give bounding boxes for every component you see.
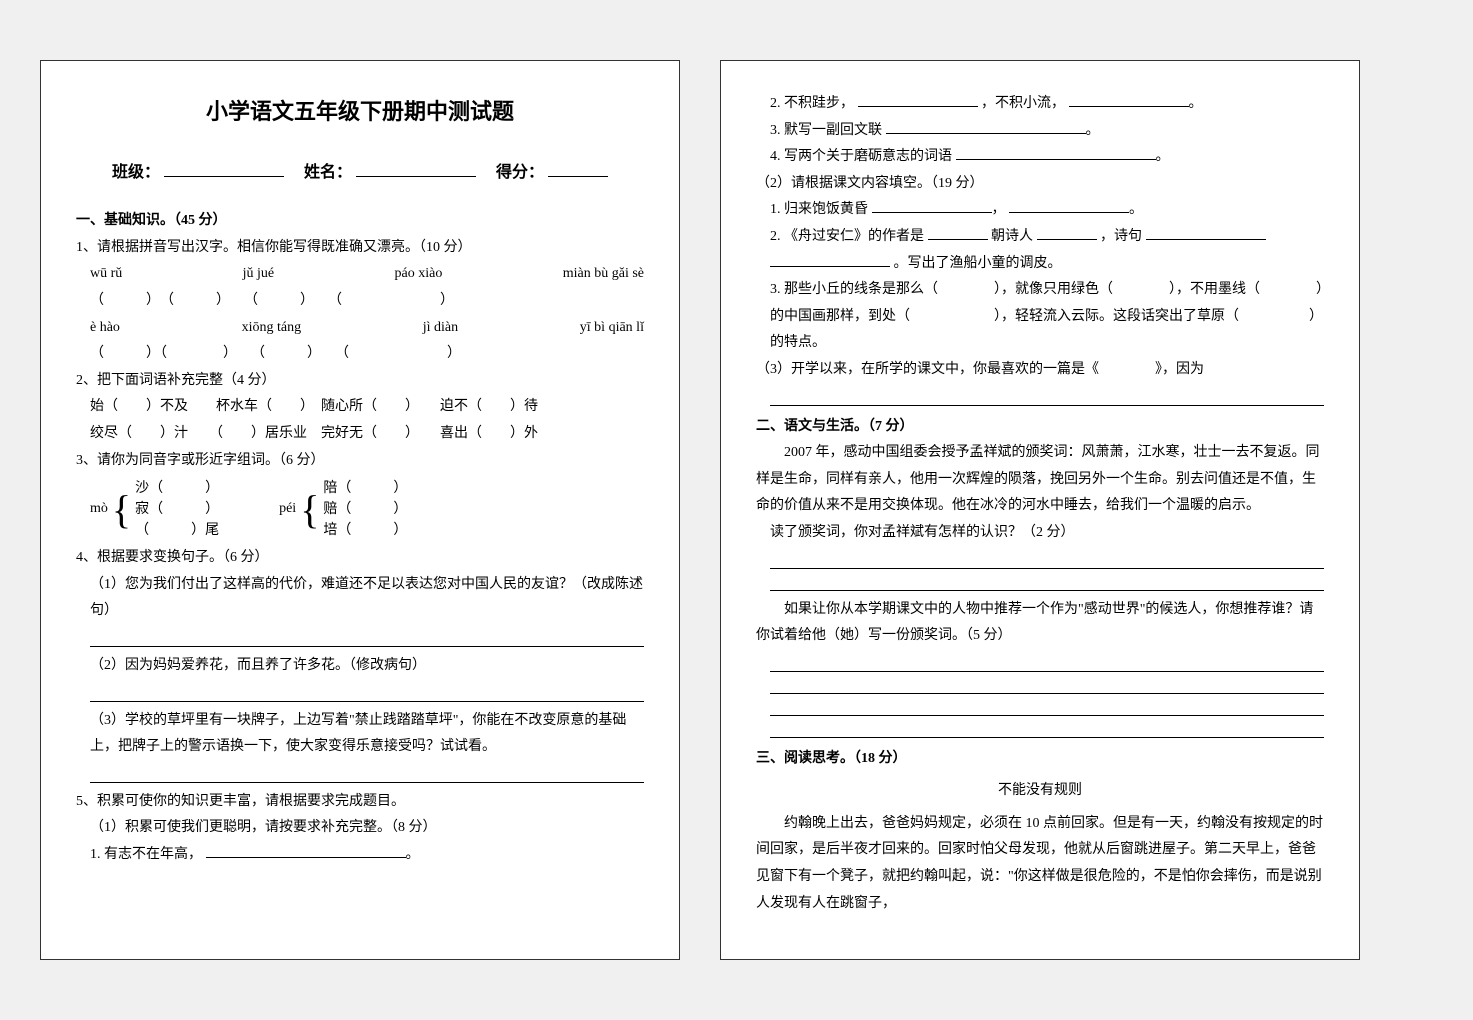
section1-head: 一、基础知识。（45 分）: [76, 208, 644, 235]
q3-left-prefix: mò: [90, 496, 108, 523]
section2-head: 二、语文与生活。（7 分）: [756, 414, 1324, 441]
q2-label: 2、把下面词语补充完整（4 分）: [76, 368, 644, 395]
q1-paren2: （ ）（ ） （ ） （ ）: [76, 341, 644, 368]
cont-item2: 2. 不积跬步， ，不积小流， 。: [756, 91, 1324, 118]
q4-item2: （2）因为妈妈爱养花，而且养了许多花。（修改病句）: [76, 653, 644, 680]
sub2-item1: 1. 归来饱饭黄昏 ， 。: [756, 197, 1324, 224]
brace-item: 沙（ ）: [135, 478, 219, 499]
text: 2. 不积跬步，: [770, 96, 854, 111]
answer-blank: [770, 390, 1324, 406]
cont-item3: 3. 默写一副回文联 。: [756, 118, 1324, 145]
class-blank: [164, 161, 284, 177]
answer-blank: [770, 656, 1324, 672]
text: 3. 默写一副回文联: [770, 123, 882, 138]
q1-row1: wū rǔ jǔ jué páo xiào miàn bù gǎi sè: [76, 261, 644, 288]
q4-item3: （3）学校的草坪里有一块牌子，上边写着"禁止践踏踏草坪"，你能在不改变原意的基础…: [76, 708, 644, 761]
score-blank: [548, 161, 608, 177]
text: 朝诗人: [991, 229, 1033, 244]
fill-blank: [956, 146, 1156, 160]
sub3: （3）开学以来，在所学的课文中，你最喜欢的一篇是《 》，因为: [756, 357, 1324, 384]
text: 2. 《舟过安仁》的作者是: [770, 229, 924, 244]
fill-blank: [206, 844, 406, 858]
sub2-item3: 3. 那些小丘的线条是那么（ ），就像只用绿色（ ），不用墨线（ ）的中国画那样…: [756, 277, 1324, 357]
answer-blank: [90, 686, 644, 702]
q3-groups: mò { 沙（ ） 寂（ ） （ ）尾 péi { 陪（ ） 赔（ ） 培（ ）: [76, 474, 644, 545]
text: 4. 写两个关于磨砺意志的词语: [770, 149, 952, 164]
answer-blank: [770, 722, 1324, 738]
fill-blank: [1009, 199, 1129, 213]
section2-q1: 读了颁奖词，你对孟祥斌有怎样的认识？（2 分）: [756, 520, 1324, 547]
section2-para: 2007 年，感动中国组委会授予孟祥斌的颁奖词：风萧萧，江水寒，壮士一去不复返。…: [756, 440, 1324, 520]
text: ，不积小流，: [981, 96, 1065, 111]
fill-blank: [1146, 226, 1266, 240]
q2-line1: 始（ ）不及 杯水车（ ） 随心所（ ） 迫不（ ）待: [76, 394, 644, 421]
q3-left-items: 沙（ ） 寂（ ） （ ）尾: [135, 478, 219, 541]
section3-para: 约翰晚上出去，爸爸妈妈规定，必须在 10 点前回家。但是有一天，约翰没有按规定的…: [756, 811, 1324, 917]
fill-blank: [1037, 226, 1097, 240]
header-fields: 班级： 姓名： 得分：: [76, 158, 644, 188]
q2-line2: 绞尽（ ）汁 （ ）居乐业 完好无（ ） 喜出（ ）外: [76, 421, 644, 448]
answer-blank: [90, 767, 644, 783]
q3-left: mò { 沙（ ） 寂（ ） （ ）尾: [90, 478, 219, 541]
section2-q2: 如果让你从本学期课文中的人物中推荐一个作为"感动世界"的候选人，你想推荐谁？请你…: [756, 597, 1324, 650]
pinyin: jǔ jué: [243, 261, 275, 288]
fill-blank: [886, 120, 1086, 134]
sub2-item2: 2. 《舟过安仁》的作者是 朝诗人 ，诗句 。写出了渔船小童的调皮。: [756, 224, 1324, 277]
fill-blank: [1069, 93, 1189, 107]
fill-blank: [770, 253, 890, 267]
class-label: 班级：: [112, 164, 160, 181]
q5-label: 5、积累可使你的知识更丰富，请根据要求完成题目。: [76, 789, 644, 816]
q3-right: péi { 陪（ ） 赔（ ） 培（ ）: [279, 478, 407, 541]
exam-title: 小学语文五年级下册期中测试题: [76, 91, 644, 133]
pinyin: yī bì qiān lǐ: [580, 315, 644, 342]
pinyin: è hào: [90, 315, 120, 342]
pinyin: xiōng táng: [242, 315, 302, 342]
pinyin: jì diàn: [423, 315, 458, 342]
answer-blank: [90, 631, 644, 647]
brace-item: 寂（ ）: [135, 499, 219, 520]
q3-right-items: 陪（ ） 赔（ ） 培（ ）: [323, 478, 407, 541]
brace-item: （ ）尾: [135, 520, 219, 541]
q1-paren1: （ ） （ ） （ ） （ ）: [76, 288, 644, 315]
q4-label: 4、根据要求变换句子。（6 分）: [76, 545, 644, 572]
name-label: 姓名：: [304, 164, 352, 181]
q1-label: 1、请根据拼音写出汉字。相信你能写得既准确又漂亮。（10 分）: [76, 235, 644, 262]
fill-blank: [858, 93, 978, 107]
q1-row2: è hào xiōng táng jì diàn yī bì qiān lǐ: [76, 315, 644, 342]
left-page: 小学语文五年级下册期中测试题 班级： 姓名： 得分： 一、基础知识。（45 分）…: [40, 60, 680, 960]
section3-head: 三、阅读思考。（18 分）: [756, 746, 1324, 773]
brace-item: 陪（ ）: [323, 478, 407, 499]
brace-icon: {: [300, 490, 319, 530]
sub2-label: （2）请根据课文内容填空。（19 分）: [756, 171, 1324, 198]
score-label: 得分：: [496, 164, 544, 181]
name-blank: [356, 161, 476, 177]
fill-blank: [928, 226, 988, 240]
text: ，诗句: [1100, 229, 1142, 244]
text: （3）开学以来，在所学的课文中，你最喜欢的一篇是《 》，因为: [756, 362, 1204, 377]
brace-icon: {: [112, 490, 131, 530]
right-page: 2. 不积跬步， ，不积小流， 。 3. 默写一副回文联 。 4. 写两个关于磨…: [720, 60, 1360, 960]
cont-item4: 4. 写两个关于磨砺意志的词语 。: [756, 144, 1324, 171]
q3-right-prefix: péi: [279, 496, 296, 523]
brace-item: 培（ ）: [323, 520, 407, 541]
answer-blank: [770, 553, 1324, 569]
answer-blank: [770, 678, 1324, 694]
q5-item1: 1. 有志不在年高，: [90, 847, 202, 862]
text: 。写出了渔船小童的调皮。: [894, 256, 1062, 271]
reading-title: 不能没有规则: [756, 778, 1324, 805]
brace-item: 赔（ ）: [323, 499, 407, 520]
fill-blank: [872, 199, 992, 213]
q3-label: 3、请你为同音字或形近字组词。（6 分）: [76, 448, 644, 475]
q5-sub1-label: （1）积累可使我们更聪明，请按要求补充完整。（8 分）: [76, 815, 644, 842]
text: 1. 归来饱饭黄昏: [770, 202, 868, 217]
pinyin: páo xiào: [395, 261, 443, 288]
q4-item1: （1）您为我们付出了这样高的代价，难道还不足以表达您对中国人民的友谊？（改成陈述…: [76, 572, 644, 625]
answer-blank: [770, 700, 1324, 716]
pinyin: wū rǔ: [90, 261, 122, 288]
pinyin: miàn bù gǎi sè: [563, 261, 644, 288]
answer-blank: [770, 575, 1324, 591]
